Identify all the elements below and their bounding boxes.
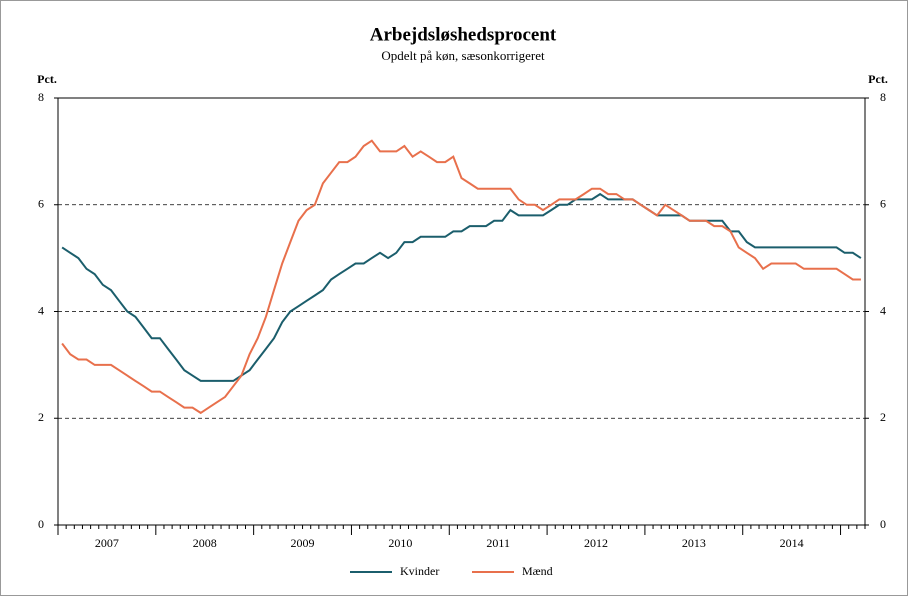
- x-tick-label: 2010: [388, 536, 412, 550]
- x-tick-label: 2012: [584, 536, 608, 550]
- y2-tick-label: 6: [880, 197, 886, 211]
- legend-label: Mænd: [522, 564, 553, 578]
- x-tick-label: 2013: [682, 536, 706, 550]
- y2-tick-label: 2: [880, 410, 886, 424]
- y2-tick-label: 0: [880, 517, 886, 531]
- x-tick-label: 2014: [780, 536, 804, 550]
- x-tick-label: 2009: [291, 536, 315, 550]
- chart-subtitle: Opdelt på køn, sæsonkorrigeret: [381, 48, 545, 63]
- y-axis-label: Pct.: [37, 72, 57, 86]
- y2-tick-label: 4: [880, 303, 886, 317]
- x-tick-label: 2007: [95, 536, 119, 550]
- y-tick-label: 2: [38, 410, 44, 424]
- y-tick-label: 4: [38, 303, 44, 317]
- y-tick-label: 6: [38, 197, 44, 211]
- x-tick-label: 2011: [486, 536, 510, 550]
- line-series: [61, 192, 862, 382]
- y2-axis-label: Pct.: [868, 72, 888, 86]
- x-tick-label: 2008: [193, 536, 217, 550]
- y-tick-label: 0: [38, 517, 44, 531]
- legend-label: Kvinder: [400, 564, 439, 578]
- line-series: [61, 139, 861, 415]
- y-tick-label: 8: [38, 90, 44, 104]
- chart-title: Arbejdsløshedsprocent: [370, 24, 557, 45]
- y2-tick-label: 8: [880, 90, 886, 104]
